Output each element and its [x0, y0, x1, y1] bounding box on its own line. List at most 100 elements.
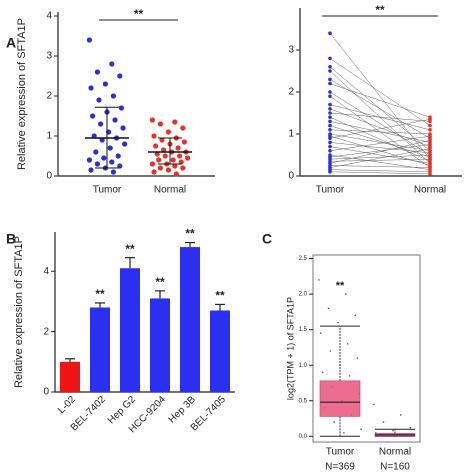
- y-tick-label: 4: [43, 266, 49, 277]
- data-point: [172, 163, 178, 169]
- data-point: [149, 161, 155, 167]
- data-point: [328, 77, 332, 82]
- x-tick-label: Tumor: [316, 185, 345, 196]
- bar: [210, 310, 230, 392]
- data-point: [328, 144, 332, 149]
- y-axis-label: log2(TPM + 1) of SFTA1P: [285, 297, 295, 400]
- data-point: [109, 159, 115, 165]
- data-point: [112, 117, 118, 123]
- data-point: [88, 167, 94, 173]
- box: [319, 380, 361, 417]
- data-point: [428, 117, 432, 122]
- significance: **: [336, 280, 345, 292]
- data-point: [328, 69, 332, 73]
- significance: **: [95, 287, 105, 301]
- data-point: [343, 431, 345, 434]
- data-point: [120, 125, 126, 131]
- x-tick-label: Tumor: [93, 185, 122, 196]
- data-point: [180, 125, 186, 131]
- pair-line: [329, 135, 431, 152]
- panel-label: C: [262, 231, 272, 247]
- data-point: [428, 165, 432, 170]
- pair-line: [329, 83, 431, 118]
- data-point: [94, 69, 100, 75]
- significance: **: [125, 242, 135, 256]
- data-point: [159, 137, 165, 143]
- pair-line: [329, 129, 431, 135]
- pair-line: [329, 146, 431, 164]
- pair-line: [329, 148, 431, 168]
- data-point: [110, 93, 116, 99]
- data-point: [180, 165, 186, 171]
- data-point: [428, 157, 432, 161]
- data-point: [162, 153, 168, 159]
- data-point: [328, 102, 332, 107]
- y-axis-label: Relative expression of SFTA1P: [16, 18, 28, 170]
- data-point: [93, 149, 99, 155]
- y-tick-label: 2.5: [299, 256, 308, 262]
- pair-line: [329, 158, 431, 162]
- data-point: [110, 169, 116, 175]
- pair-line: [329, 171, 431, 175]
- data-point: [328, 123, 332, 128]
- data-point: [321, 371, 324, 374]
- y-tick-label: 2: [46, 91, 52, 102]
- data-point: [98, 121, 104, 127]
- data-point: [156, 157, 162, 163]
- data-point: [157, 165, 163, 171]
- data-point: [165, 167, 171, 173]
- data-point: [399, 414, 402, 416]
- data-point: [409, 426, 412, 429]
- data-point: [328, 115, 332, 119]
- significance: **: [134, 7, 144, 21]
- data-point: [177, 153, 183, 159]
- pair-line: [329, 91, 431, 156]
- data-point: [320, 332, 322, 335]
- data-point: [328, 31, 332, 35]
- plot-frame: [312, 254, 421, 443]
- data-point: [328, 56, 332, 61]
- y-tick-label: 1: [46, 131, 52, 142]
- pair-line: [329, 169, 431, 173]
- data-point: [115, 153, 121, 159]
- bar: [120, 268, 140, 392]
- data-point: [178, 159, 184, 165]
- data-point: [328, 65, 332, 69]
- n-label: N=369: [325, 462, 355, 473]
- pair-line: [329, 112, 431, 122]
- x-tick-label: L-02: [56, 394, 78, 416]
- data-point: [328, 94, 332, 98]
- x-tick-label: Normal: [414, 185, 446, 196]
- data-point: [107, 145, 113, 151]
- data-point: [151, 169, 157, 175]
- data-point: [327, 307, 330, 310]
- data-point: [428, 161, 432, 166]
- y-tick-label: 4: [46, 11, 52, 22]
- y-tick-label: 1.0: [299, 363, 308, 369]
- data-point: [328, 149, 332, 153]
- y-tick-label: 0.5: [299, 398, 308, 404]
- data-point: [86, 157, 92, 163]
- data-point: [175, 145, 181, 151]
- data-point: [373, 403, 375, 406]
- data-point: [328, 107, 332, 111]
- data-point: [348, 375, 351, 377]
- y-tick-label: 0: [43, 387, 49, 398]
- data-point: [356, 357, 359, 359]
- y-tick-label: 2: [288, 87, 294, 98]
- pair-line: [329, 140, 431, 164]
- pair-line: [329, 116, 431, 162]
- significance: **: [215, 289, 225, 303]
- data-point: [122, 141, 128, 147]
- data-point: [90, 113, 96, 119]
- data-point: [96, 97, 102, 103]
- data-point: [392, 429, 394, 432]
- data-point: [328, 111, 332, 115]
- data-point: [328, 170, 332, 174]
- data-point: [117, 73, 123, 79]
- y-tick-label: 2.0: [299, 292, 308, 298]
- y-tick-label: 0: [46, 171, 52, 182]
- data-point: [344, 293, 347, 295]
- pair-line: [329, 154, 431, 160]
- pair-line: [329, 79, 431, 139]
